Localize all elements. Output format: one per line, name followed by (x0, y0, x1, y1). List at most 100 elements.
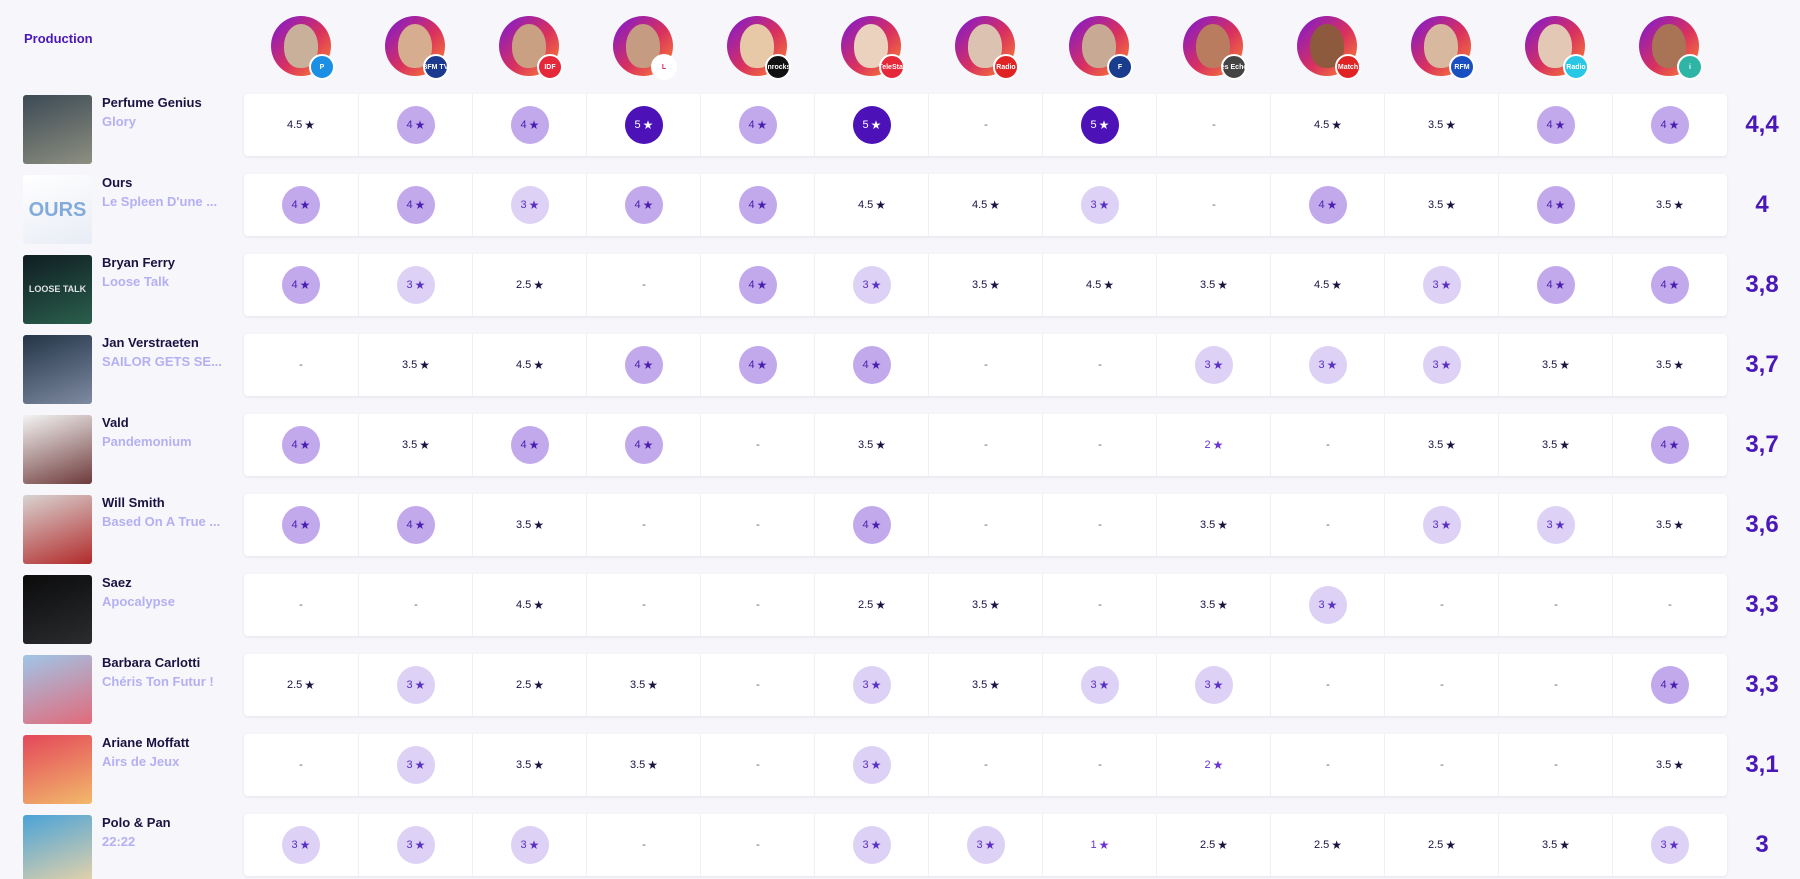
rating-badge[interactable]: 4 ★ (625, 426, 663, 464)
album-title[interactable]: Chéris Ton Futur ! (102, 674, 214, 689)
rating-badge[interactable]: 4 ★ (853, 346, 891, 384)
rating-badge[interactable]: 4 ★ (397, 506, 435, 544)
critic-avatar-7[interactable]: Radio (955, 16, 1019, 80)
critic-avatar-4[interactable]: L (613, 16, 677, 80)
rating-badge[interactable]: 3 ★ (1423, 506, 1461, 544)
rating-badge[interactable]: 4 ★ (1651, 106, 1689, 144)
rating-badge[interactable]: 3 ★ (1423, 346, 1461, 384)
critic-avatar-8[interactable]: F (1069, 16, 1133, 80)
album-title[interactable]: 22:22 (102, 834, 136, 849)
rating-badge[interactable]: 3.5 ★ (972, 679, 1000, 691)
artist-name[interactable]: Vald (102, 415, 129, 430)
rating-badge[interactable]: 4.5 ★ (1086, 279, 1114, 291)
rating-badge[interactable]: 2 ★ (1205, 439, 1224, 451)
rating-badge[interactable]: 4 ★ (1651, 266, 1689, 304)
rating-badge[interactable]: 4 ★ (739, 106, 777, 144)
rating-badge[interactable]: 3 ★ (282, 826, 320, 864)
rating-badge[interactable]: 3.5 ★ (516, 759, 544, 771)
rating-badge[interactable]: 3.5 ★ (1428, 439, 1456, 451)
rating-badge[interactable]: 5 ★ (853, 106, 891, 144)
rating-badge[interactable]: 3 ★ (1195, 346, 1233, 384)
rating-badge[interactable]: 4 ★ (625, 186, 663, 224)
rating-badge[interactable]: 4 ★ (511, 426, 549, 464)
album-title[interactable]: SAILOR GETS SE... (102, 354, 222, 369)
rating-badge[interactable]: 2.5 ★ (516, 679, 544, 691)
rating-badge[interactable]: 3 ★ (1309, 586, 1347, 624)
rating-badge[interactable]: 4 ★ (739, 186, 777, 224)
rating-badge[interactable]: 4.5 ★ (287, 119, 315, 131)
rating-badge[interactable]: 3.5 ★ (1428, 199, 1456, 211)
critic-avatar-9[interactable]: Les Echos (1183, 16, 1247, 80)
rating-badge[interactable]: 4 ★ (1537, 106, 1575, 144)
rating-badge[interactable]: 4 ★ (1651, 426, 1689, 464)
rating-badge[interactable]: 3 ★ (397, 266, 435, 304)
rating-badge[interactable]: 3.5 ★ (630, 759, 658, 771)
rating-badge[interactable]: 2.5 ★ (1314, 839, 1342, 851)
artist-name[interactable]: Polo & Pan (102, 815, 171, 830)
rating-badge[interactable]: 5 ★ (1081, 106, 1119, 144)
rating-badge[interactable]: 3.5 ★ (1542, 839, 1570, 851)
album-title[interactable]: Apocalypse (102, 594, 175, 609)
rating-badge[interactable]: 3.5 ★ (1656, 359, 1684, 371)
album-title[interactable]: Le Spleen D'une ... (102, 194, 218, 209)
artist-name[interactable]: Perfume Genius (102, 95, 202, 110)
artist-name[interactable]: Bryan Ferry (102, 255, 175, 270)
rating-badge[interactable]: 4 ★ (511, 106, 549, 144)
artist-name[interactable]: Saez (102, 575, 132, 590)
rating-badge[interactable]: 4 ★ (1537, 266, 1575, 304)
rating-badge[interactable]: 3.5 ★ (1656, 759, 1684, 771)
album-title[interactable]: Loose Talk (102, 274, 169, 289)
rating-badge[interactable]: 3.5 ★ (1542, 439, 1570, 451)
rating-badge[interactable]: 4.5 ★ (516, 359, 544, 371)
rating-badge[interactable]: 3 ★ (397, 746, 435, 784)
rating-badge[interactable]: 4 ★ (397, 186, 435, 224)
critic-avatar-3[interactable]: IDF (499, 16, 563, 80)
critic-avatar-12[interactable]: Radio (1525, 16, 1589, 80)
artist-name[interactable]: Ours (102, 175, 133, 190)
album-title[interactable]: Glory (102, 114, 136, 129)
rating-badge[interactable]: 4.5 ★ (516, 599, 544, 611)
rating-badge[interactable]: 4.5 ★ (972, 199, 1000, 211)
album-cover[interactable] (23, 495, 92, 564)
rating-badge[interactable]: 3 ★ (853, 826, 891, 864)
rating-badge[interactable]: 3 ★ (853, 666, 891, 704)
album-title[interactable]: Airs de Jeux (102, 754, 180, 769)
rating-badge[interactable]: 4 ★ (282, 186, 320, 224)
critic-avatar-10[interactable]: Match (1297, 16, 1361, 80)
artist-name[interactable]: Barbara Carlotti (102, 655, 201, 670)
rating-badge[interactable]: 3 ★ (1195, 666, 1233, 704)
album-cover[interactable] (23, 335, 92, 404)
rating-badge[interactable]: 4 ★ (282, 426, 320, 464)
rating-badge[interactable]: 5 ★ (625, 106, 663, 144)
rating-badge[interactable]: 3.5 ★ (1542, 359, 1570, 371)
rating-badge[interactable]: 2.5 ★ (1200, 839, 1228, 851)
rating-badge[interactable]: 4.5 ★ (1314, 279, 1342, 291)
rating-badge[interactable]: 3.5 ★ (516, 519, 544, 531)
rating-badge[interactable]: 3.5 ★ (858, 439, 886, 451)
album-cover[interactable] (23, 815, 92, 879)
rating-badge[interactable]: 2.5 ★ (858, 599, 886, 611)
rating-badge[interactable]: 4 ★ (282, 506, 320, 544)
album-cover[interactable]: LOOSE TALK (23, 255, 92, 324)
critic-avatar-1[interactable]: P (271, 16, 335, 80)
rating-badge[interactable]: 3.5 ★ (402, 359, 430, 371)
rating-badge[interactable]: 4.5 ★ (1314, 119, 1342, 131)
rating-badge[interactable]: 3 ★ (853, 746, 891, 784)
rating-badge[interactable]: 2 ★ (1205, 759, 1224, 771)
critic-avatar-11[interactable]: RFM (1411, 16, 1475, 80)
rating-badge[interactable]: 3 ★ (1309, 346, 1347, 384)
album-cover[interactable] (23, 95, 92, 164)
rating-badge[interactable]: 4 ★ (853, 506, 891, 544)
critic-avatar-2[interactable]: BFM TV. (385, 16, 449, 80)
album-cover[interactable] (23, 575, 92, 644)
critic-avatar-6[interactable]: TeleStar (841, 16, 905, 80)
rating-badge[interactable]: 3 ★ (1651, 826, 1689, 864)
rating-badge[interactable]: 3 ★ (511, 826, 549, 864)
rating-badge[interactable]: 3.5 ★ (630, 679, 658, 691)
rating-badge[interactable]: 3.5 ★ (1428, 119, 1456, 131)
album-title[interactable]: Based On A True ... (102, 514, 221, 529)
artist-name[interactable]: Will Smith (102, 495, 165, 510)
rating-badge[interactable]: 4 ★ (625, 346, 663, 384)
rating-badge[interactable]: 3 ★ (1537, 506, 1575, 544)
album-title[interactable]: Pandemonium (102, 434, 192, 449)
